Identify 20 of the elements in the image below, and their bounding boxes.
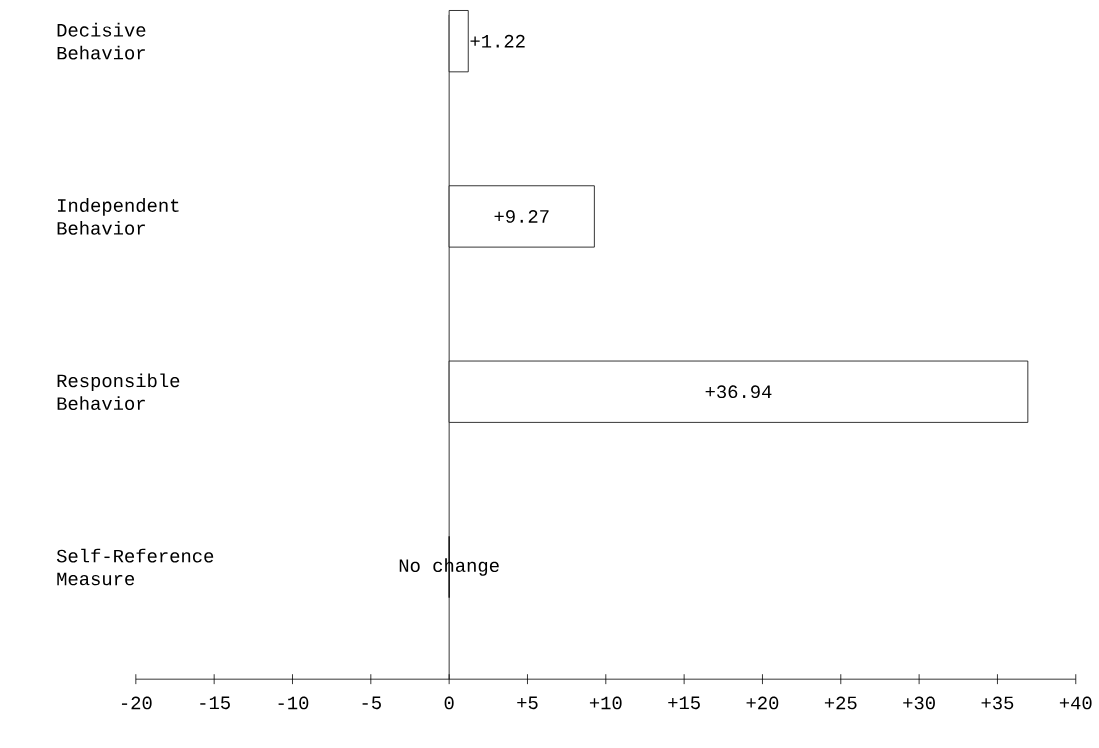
data-label: +36.94 [705, 385, 772, 399]
x-tick-label: +20 [746, 696, 779, 710]
x-tick-label: +40 [1059, 696, 1092, 710]
y-tick-label: Self-Reference Measure [56, 548, 214, 586]
x-tick-label: +15 [668, 696, 700, 710]
x-tick-label: -10 [278, 696, 309, 710]
y-tick-label: Independent Behavior [57, 198, 179, 235]
x-tick-label: +30 [903, 696, 935, 710]
x-tick-label: -15 [200, 696, 230, 710]
x-tick-label: 0 [444, 696, 454, 710]
y-tick-label: Decisive Behavior [57, 23, 146, 60]
data-label: +9.27 [494, 210, 549, 224]
x-tick-label: +35 [981, 696, 1014, 710]
x-tick-label: +25 [824, 696, 857, 710]
data-label: +1.22 [470, 35, 525, 48]
x-tick-label: -5 [362, 696, 381, 710]
y-tick-label: Responsible Behavior [57, 373, 180, 411]
x-tick-label: +10 [589, 696, 622, 710]
x-tick-label: -20 [121, 696, 152, 710]
x-tick-label: +5 [517, 696, 538, 710]
